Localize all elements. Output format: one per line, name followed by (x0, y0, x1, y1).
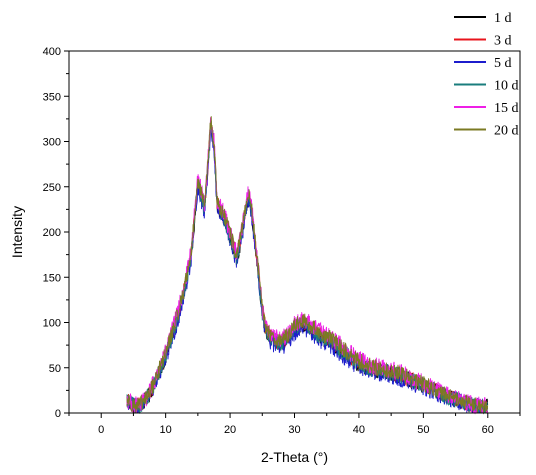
x-tick-label: 40 (353, 424, 365, 436)
y-axis: 0 50 100 150 200 250 300 350 400 (43, 46, 69, 420)
x-axis: 0 10 20 30 40 50 60 (68, 413, 521, 436)
x-tick-label: 50 (417, 424, 429, 436)
x-tick-label: 60 (482, 424, 494, 436)
series-line (126, 116, 489, 414)
y-tick-label: 150 (43, 272, 61, 284)
legend-label: 5 d (494, 56, 512, 71)
x-tick-label: 30 (288, 424, 300, 436)
legend-label: 10 d (494, 79, 519, 94)
y-tick-label: 300 (43, 137, 61, 149)
x-tick-label: 0 (98, 424, 104, 436)
series-line (126, 117, 489, 415)
legend-label: 1 d (494, 11, 512, 26)
series-layer (126, 116, 489, 415)
y-tick-label: 200 (43, 227, 61, 239)
legend: 1 d 3 d 5 d 10 d 15 d 20 d (454, 11, 519, 139)
y-tick-label: 400 (43, 46, 61, 58)
legend-label: 15 d (494, 101, 519, 116)
y-tick-label: 350 (43, 91, 61, 103)
x-axis-title: 2-Theta (°) (261, 449, 328, 465)
legend-label: 20 d (494, 124, 519, 139)
x-tick-label: 20 (224, 424, 236, 436)
y-tick-label: 100 (43, 318, 61, 330)
y-tick-label: 0 (55, 408, 61, 420)
y-tick-label: 250 (43, 182, 61, 194)
y-axis-title: Intensity (9, 206, 25, 258)
y-tick-label: 50 (49, 363, 61, 375)
x-tick-label: 10 (160, 424, 172, 436)
legend-label: 3 d (494, 34, 512, 49)
